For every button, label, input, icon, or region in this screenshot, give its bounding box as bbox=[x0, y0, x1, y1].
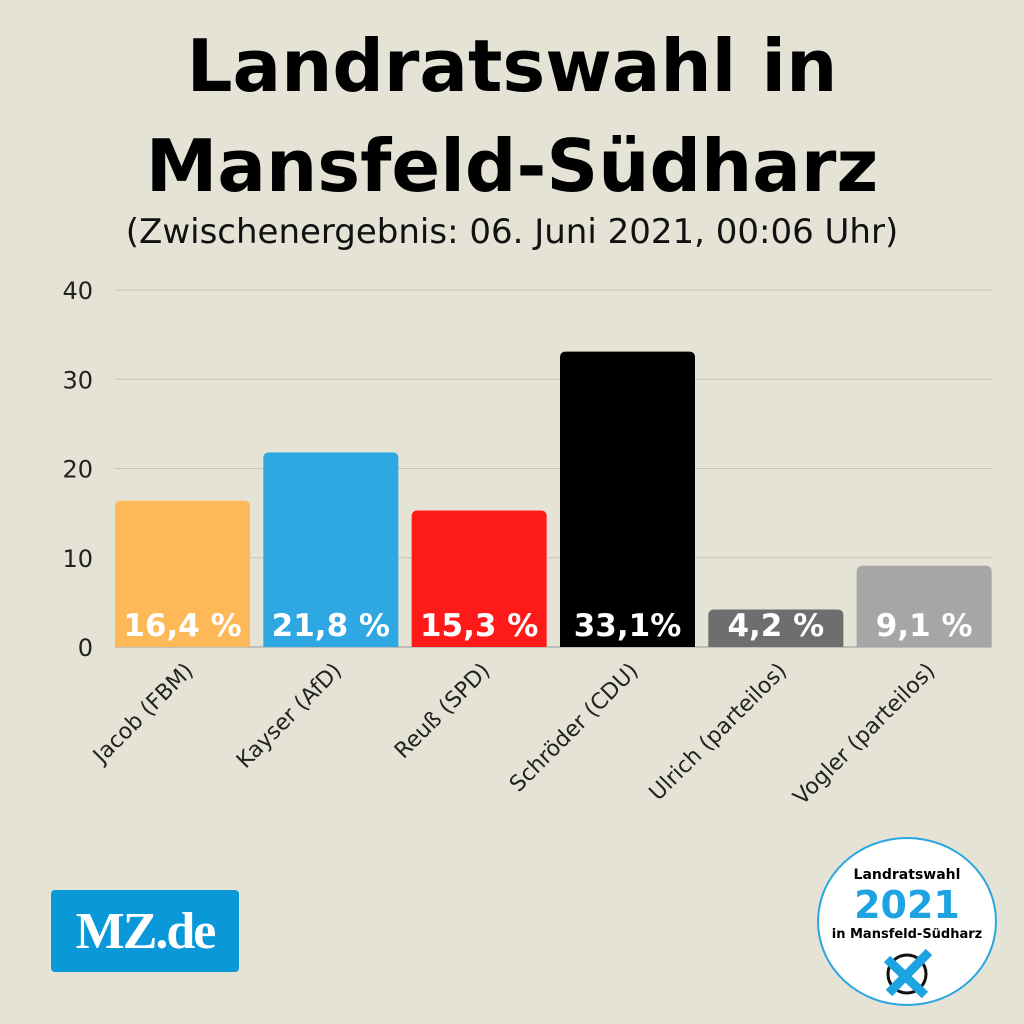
x-tick-label: Schröder (CDU) bbox=[505, 659, 644, 798]
badge-line-1: Landratswahl bbox=[853, 867, 961, 883]
data-label: 9,1 % bbox=[876, 608, 973, 644]
x-tick-label: Vogler (parteilos) bbox=[789, 659, 941, 811]
data-label: 16,4 % bbox=[123, 608, 241, 644]
data-label: 21,8 % bbox=[272, 608, 390, 644]
x-tick-label: Reuß (SPD) bbox=[390, 659, 495, 764]
x-tick-label: Kayser (AfD) bbox=[232, 659, 347, 774]
y-tick-label: 30 bbox=[62, 366, 93, 394]
badge-line-3: in Mansfeld-Südharz bbox=[831, 927, 983, 942]
bar bbox=[263, 452, 399, 647]
bar bbox=[560, 351, 695, 647]
data-label: 15,3 % bbox=[420, 608, 538, 644]
y-tick-label: 0 bbox=[78, 634, 93, 662]
election-badge: Landratswahl 2021 in Mansfeld-Südharz bbox=[817, 837, 997, 1006]
mz-logo: MZ.de bbox=[51, 890, 239, 972]
data-label: 33,1% bbox=[574, 608, 682, 644]
x-tick-label: Ulrich (parteilos) bbox=[645, 659, 792, 806]
data-label: 4,2 % bbox=[727, 608, 824, 644]
bar bbox=[856, 565, 992, 647]
badge-year: 2021 bbox=[854, 883, 960, 927]
y-tick-label: 20 bbox=[62, 456, 93, 484]
y-tick-label: 10 bbox=[62, 545, 93, 573]
title-line-2: Mansfeld-Südharz bbox=[145, 124, 879, 208]
bar bbox=[708, 609, 844, 647]
title-line-1: Landratswahl in bbox=[186, 24, 838, 108]
bar bbox=[411, 510, 547, 647]
bar bbox=[115, 500, 250, 647]
x-tick-label: Jacob (FBM) bbox=[87, 659, 198, 770]
ballot-cross-icon bbox=[883, 948, 933, 999]
subtitle: (Zwischenergebnis: 06. Juni 2021, 00:06 … bbox=[125, 212, 899, 252]
y-tick-label: 40 bbox=[62, 277, 93, 305]
